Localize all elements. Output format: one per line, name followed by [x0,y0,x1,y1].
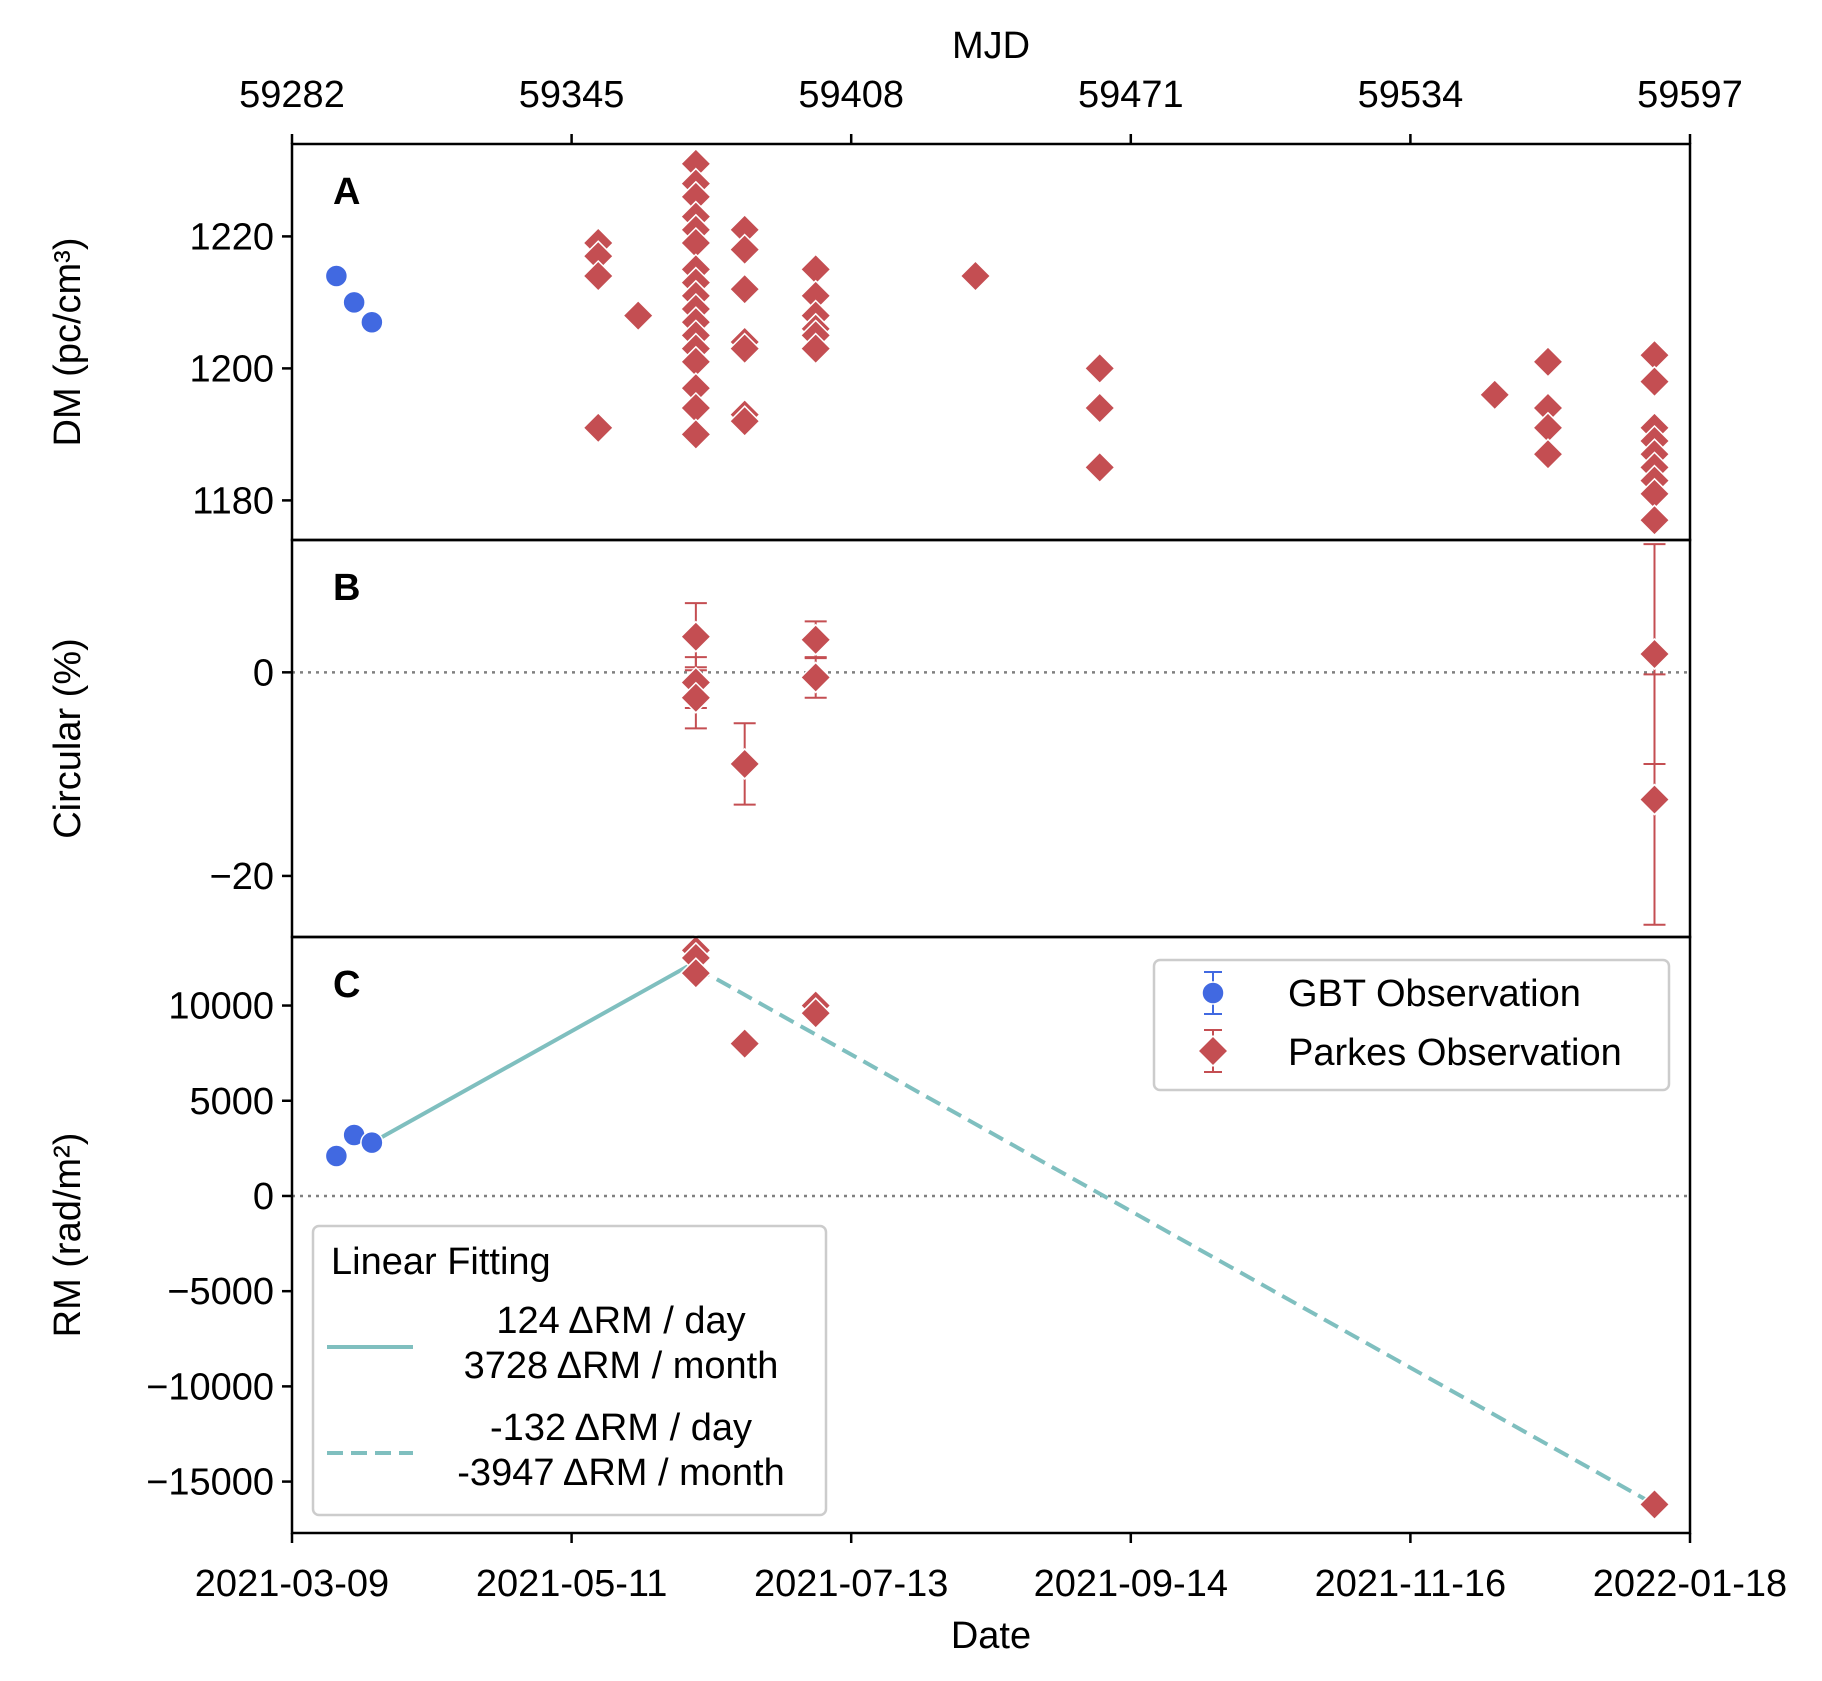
panel-b-parkes-point-6 [1638,637,1671,671]
panel-b-parkes-point-0 [679,620,712,653]
date-tick-label: 2021-03-09 [195,1563,389,1605]
panel-c-ytick-label: −15000 [146,1462,274,1504]
panel-a-gbt-point-0 [324,264,349,288]
panel-a-parkes-point-21 [679,418,712,451]
mjd-tick-label: 59471 [1078,74,1184,116]
fitting-legend-frame [311,1224,828,1517]
observation-legend: GBT Observation Parkes Observation [1152,958,1671,1092]
panel-a-parkes-point-34 [799,332,832,365]
panel-a-ytick-label: 1200 [189,348,274,390]
date-tick-label: 2021-05-11 [476,1563,668,1605]
panel-c-ytick-label: −10000 [146,1366,274,1408]
panel-c-ylabel: RM (rad/m²) [47,1133,89,1338]
panel-a-parkes-point-40 [1531,345,1565,378]
date-tick-label: 2021-11-16 [1315,1563,1507,1605]
observation-legend-frame [1152,958,1671,1092]
date-tick-label: 2021-07-13 [754,1563,948,1605]
panel-c-parkes-point-5 [799,997,832,1030]
mjd-tick-label: 59345 [519,74,625,116]
date-axis-title: Date [951,1615,1031,1657]
panel-a-parkes-point-39 [1478,378,1511,411]
panel-a-gbt-point-2 [360,310,384,334]
plot-layer: 1180 1200 1220 DM (pc/cm³) A −20 0 Circular (%)… [47,74,1787,1605]
panel-a-parkes-point-35 [959,259,992,293]
panel-a-parkes-point-52 [1638,504,1671,537]
panel-c-ytick-label: 10000 [168,986,274,1028]
panel-a-parkes-point-36 [1083,352,1116,385]
panel-a-parkes-point-38 [1083,451,1116,484]
panel-c-gbt-point-0 [324,1144,349,1168]
panel-c-ytick-label: −5000 [167,1271,274,1313]
mjd-axis-title: MJD [952,25,1030,67]
panel-b-ylabel: Circular (%) [47,638,89,839]
panel-b-parkes-point-3 [728,747,761,781]
panel-a-frame [290,142,1692,542]
panel-a-parkes-point-23 [728,233,761,266]
panel-c-fit-solid-line [370,960,697,1145]
legend-parkes-label: Parkes Observation [1288,1032,1622,1074]
panel-c-fit-dashed-line [694,965,1656,1507]
legend-parkes-marker [1196,1029,1230,1073]
panel-a-parkes-point-24 [728,273,761,306]
panel-a-ytick-label: 1180 [192,480,274,522]
panel-a-parkes-point-2 [582,259,615,293]
date-tick-label: 2021-09-14 [1034,1563,1228,1605]
panel-a-parkes-point-28 [728,405,761,438]
panel-b-ytick-label: 0 [253,652,274,694]
mjd-tick-label: 59597 [1637,74,1743,116]
panel-a-gbt-point-1 [342,290,366,315]
panel-c-parkes-point-3 [728,1027,761,1060]
panel-c-ytick-label: 0 [253,1176,274,1218]
fitting-legend: Linear Fitting 124 ΔRM / day 3728 ΔRM / … [311,1224,828,1517]
panel-a-parkes-point-3 [582,411,615,444]
legend-gbt-marker [1201,971,1225,1015]
legend-gbt-label: GBT Observation [1288,973,1581,1015]
fitting-legend-title: Linear Fitting [331,1241,551,1283]
panel-b-frame [290,538,1692,939]
mjd-tick-label: 59408 [798,74,904,116]
panel-a-parkes-point-4 [622,299,655,332]
panel-a-parkes-point-43 [1531,438,1565,471]
panel-c-letter: C [333,964,360,1006]
legend-dashed-line1: -132 ΔRM / day [490,1407,752,1449]
mjd-tick-label: 59282 [239,74,345,116]
mjd-tick-label: 59534 [1358,74,1464,116]
legend-solid-line1: 124 ΔRM / day [496,1300,745,1342]
panel-a-parkes-point-26 [728,332,761,365]
panel-b-letter: B [333,567,360,609]
panel-c-gbt-point-2 [360,1130,384,1155]
panel-c-frame [290,935,1692,1535]
date-tick-label: 2022-01-18 [1593,1563,1787,1605]
panel-b-parkes-point-7 [1638,783,1671,816]
panel-b-parkes-point-4 [799,623,832,656]
panel-a-parkes-point-45 [1638,365,1671,398]
panel-a-parkes-point-37 [1083,391,1116,425]
panel-a-letter: A [333,171,360,213]
panel-a-ylabel: DM (pc/cm³) [47,238,89,447]
panel-c-parkes-point-2 [679,957,712,990]
legend-dashed-line2: -3947 ΔRM / month [457,1452,784,1494]
panel-b-ytick-label: −20 [210,856,274,898]
legend-solid-line2: 3728 ΔRM / month [464,1345,779,1387]
panel-a-ytick-label: 1220 [189,216,274,258]
panel-b-parkes-point-5 [799,661,832,694]
panel-c-parkes-point-6 [1638,1488,1671,1521]
panel-b-parkes-point-2 [679,681,712,714]
panel-c-ytick-label: 5000 [189,1081,274,1123]
